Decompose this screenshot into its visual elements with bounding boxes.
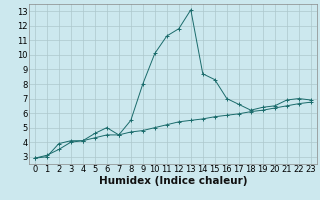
X-axis label: Humidex (Indice chaleur): Humidex (Indice chaleur) [99, 176, 247, 186]
